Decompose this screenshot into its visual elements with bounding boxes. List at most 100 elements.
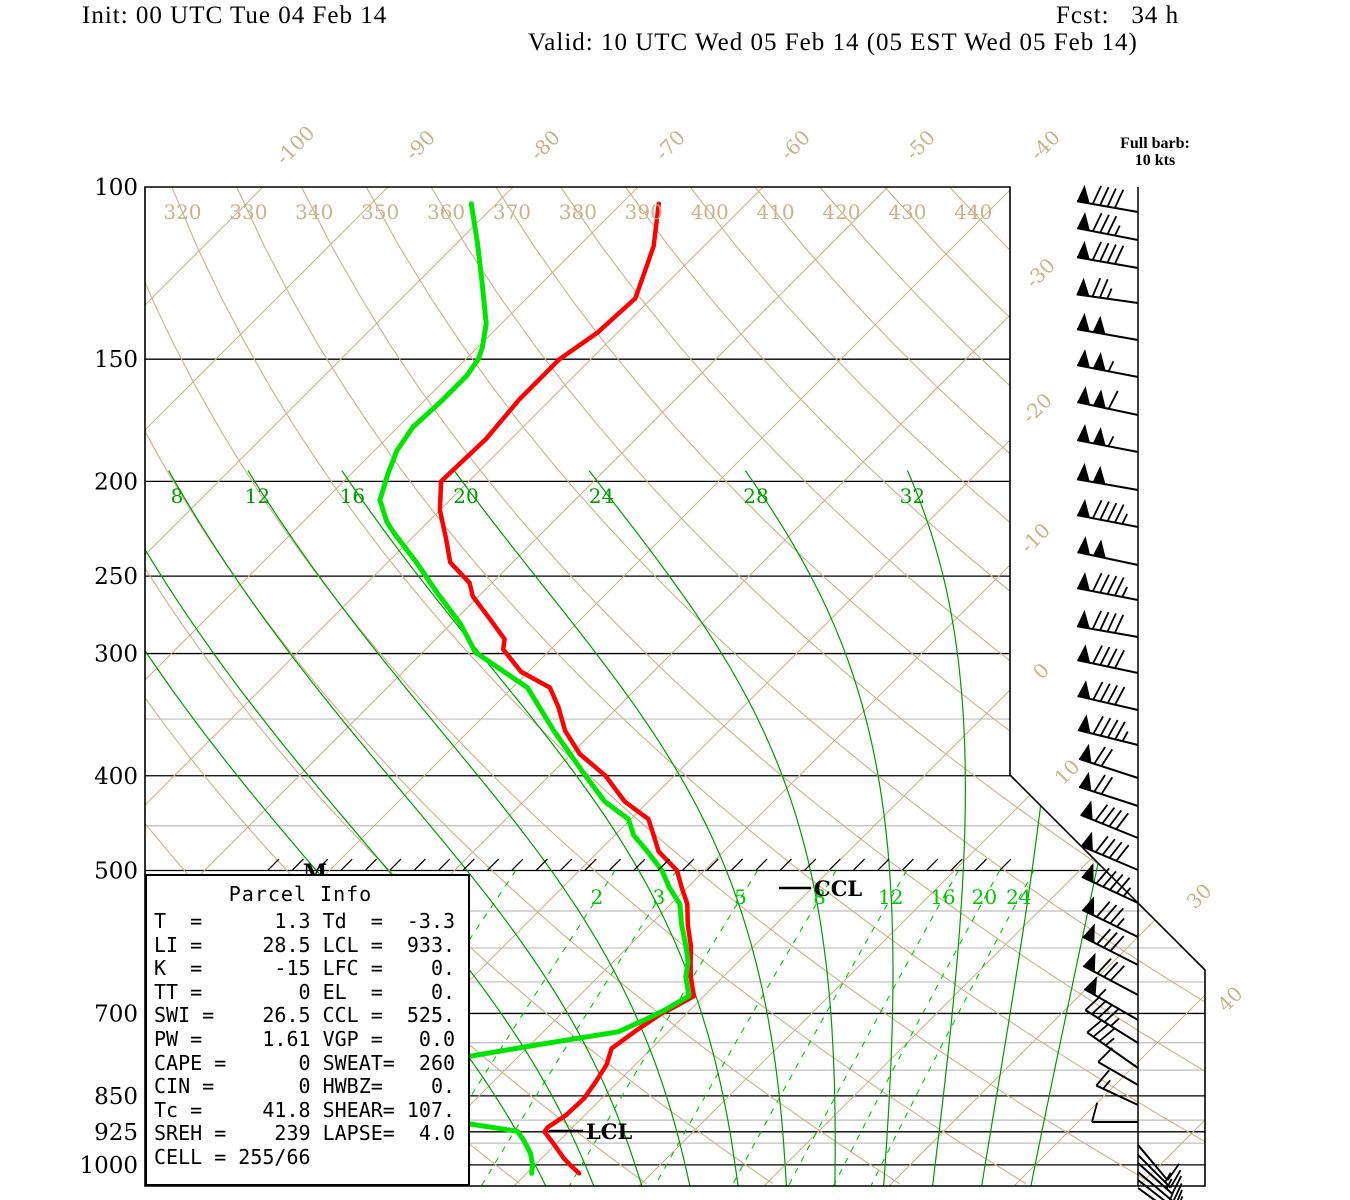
barb-feather (1176, 1189, 1183, 1200)
pressure-tick-label: 150 (94, 347, 138, 373)
mixing-ratio-label: 16 (930, 885, 955, 909)
barb-pennant (1092, 352, 1106, 371)
barb-staff (1137, 1179, 1166, 1200)
mixing-ratio-label: 20 (972, 885, 997, 909)
barb-feather (1098, 1027, 1116, 1042)
barb-feather (1096, 958, 1112, 975)
wind-barb (1076, 277, 1139, 304)
moist-adiabat-line (906, 470, 967, 1186)
barb-half-feather (1107, 360, 1115, 372)
isotherm-line (888, 187, 1205, 1186)
pressure-tick-label: 250 (94, 564, 138, 590)
moist-adiabat-line (341, 470, 739, 1186)
barb-feather (1172, 1183, 1183, 1200)
dry-adiabat-line (624, 187, 1205, 1185)
barb-feather (1099, 242, 1110, 262)
isotherm-line (513, 187, 1205, 1186)
dry-adiabat-line (430, 187, 1205, 1185)
ccl-label: CCL (814, 876, 862, 901)
moist-adiabat-line (588, 470, 836, 1186)
barb-feather (1092, 715, 1104, 735)
barb-feather (1109, 873, 1124, 891)
isotherm-label: 30 (1182, 879, 1217, 914)
barb-pennant (1076, 312, 1090, 332)
barb-pennant (1082, 923, 1095, 943)
hatch-tick (413, 858, 426, 871)
barb-feather (1114, 504, 1125, 523)
dry-adiabat-line (171, 187, 1153, 1185)
barb-half-feather (1102, 1079, 1111, 1090)
hatch-tick (535, 858, 548, 871)
dry-adiabat-label: 420 (822, 200, 860, 224)
barb-feather (1099, 574, 1110, 594)
mixing-ratio-line (870, 870, 1035, 1186)
hatch-tick (340, 858, 353, 871)
wind-barb (1076, 184, 1139, 213)
mixing-ratio-line (569, 870, 759, 1186)
wind-barb (1076, 348, 1139, 378)
barb-pennant (1077, 644, 1091, 663)
wind-barb (1077, 536, 1139, 566)
isotherm-line (145, 187, 764, 1186)
barb-feather (1114, 721, 1126, 740)
barb-staff (1076, 328, 1139, 341)
mixing-ratio-line (731, 870, 908, 1186)
lcl-label: LCL (586, 1119, 632, 1144)
wind-barb (1137, 1187, 1184, 1200)
forecast-hour-label: Fcst: 34 h (1056, 2, 1180, 29)
barb-feather (1099, 214, 1110, 234)
barb-feather (1166, 1163, 1180, 1181)
barb-pennant (1077, 386, 1091, 405)
barb-feather (1086, 1018, 1104, 1034)
barb-staff (1077, 551, 1139, 566)
barb-staff (1076, 439, 1139, 453)
hatch-tick (584, 858, 597, 871)
barb-staff (1076, 587, 1139, 601)
pressure-tick-label: 1000 (79, 1153, 138, 1179)
wind-barb (1076, 240, 1139, 269)
dry-adiabat-label: 440 (954, 200, 992, 224)
wind-barb (1082, 952, 1139, 996)
barb-half-feather (1116, 917, 1125, 928)
barb-feather (1091, 277, 1102, 297)
wind-barb (1097, 1047, 1139, 1086)
barb-feather (1180, 1196, 1184, 1200)
hatch-tick (511, 858, 524, 871)
dry-adiabat-label: 350 (361, 200, 399, 224)
barb-feather (1095, 867, 1110, 885)
isotherm-line (763, 187, 1205, 1186)
barb-feather (1097, 1047, 1113, 1063)
moist-adiabat-label: 12 (245, 484, 270, 508)
mixing-ratio-label: 24 (1006, 885, 1031, 909)
dry-adiabat-label: 340 (295, 200, 333, 224)
barb-pennant (1076, 184, 1090, 204)
hatch-tick (901, 858, 914, 871)
barb-pennant (1077, 211, 1090, 231)
barb-feather (1092, 212, 1103, 232)
wind-barb (1086, 1018, 1139, 1069)
barb-feather (1106, 575, 1118, 595)
barb-feather (1106, 648, 1118, 667)
wind-barb (1084, 995, 1139, 1044)
barb-feather (1115, 812, 1129, 830)
barb-pennant (1077, 498, 1090, 518)
hatch-tick (291, 858, 304, 871)
wind-barb (1076, 211, 1139, 241)
barb-feather (1114, 245, 1125, 265)
barb-feather (1092, 681, 1104, 701)
barb-feather (1169, 1169, 1182, 1188)
barb-feather (1100, 776, 1114, 795)
pressure-tick-label: 500 (94, 859, 138, 885)
barb-feather (1107, 719, 1119, 738)
isotherm-label: -20 (1017, 388, 1057, 428)
barb-feather (1099, 683, 1111, 702)
wind-barb (1137, 1179, 1183, 1200)
moist-adiabat-label: 8 (171, 484, 184, 508)
isotherm-label: 0 (1028, 658, 1054, 684)
hatch-tick (633, 858, 646, 871)
barb-feather (1114, 649, 1125, 669)
init-time-label: Init: 00 UTC Tue 04 Feb 14 (82, 2, 388, 29)
wind-barb-column (1076, 184, 1184, 1200)
moist-adiabat-line (744, 470, 894, 1186)
barb-feather (1099, 717, 1112, 737)
